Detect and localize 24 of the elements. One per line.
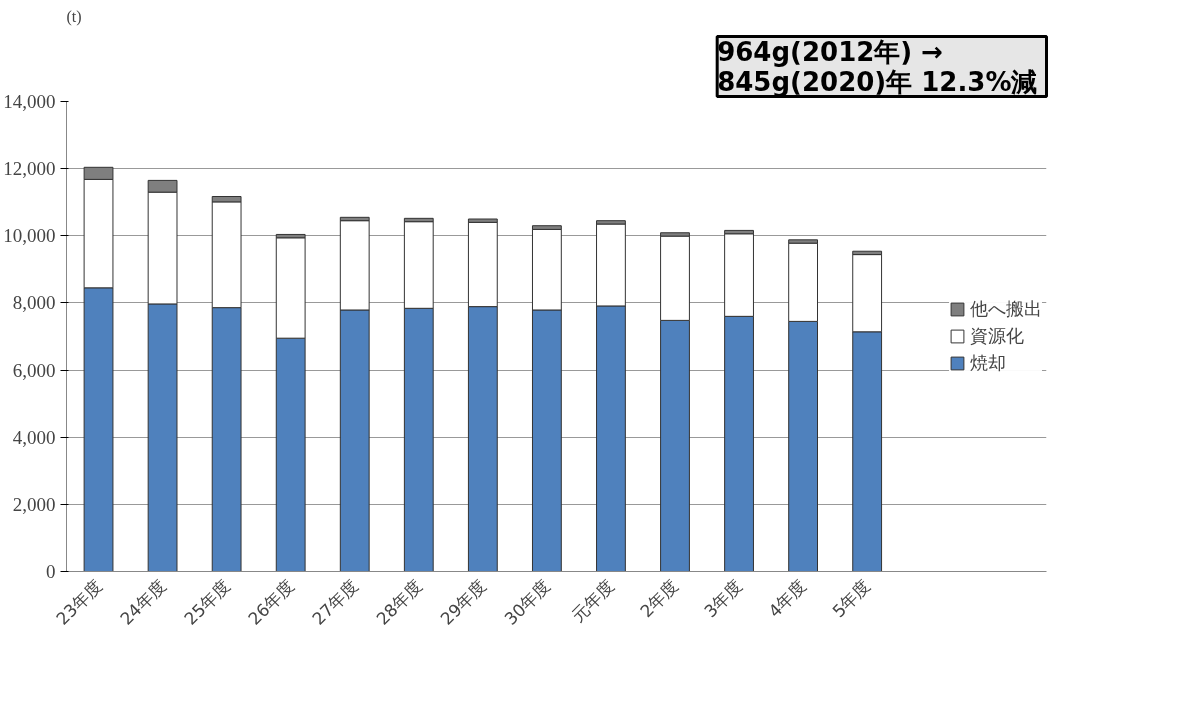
y-tick-label: 0 bbox=[46, 561, 56, 582]
y-tick-label: 4,000 bbox=[12, 426, 56, 448]
x-tick-label: 5年度 bbox=[828, 575, 875, 622]
y-tick-label: 14,000 bbox=[3, 91, 56, 112]
legend-label: 焼却 bbox=[970, 351, 1006, 375]
y-axis-title: (t) bbox=[66, 7, 82, 26]
x-tick-label: 26年度 bbox=[244, 575, 298, 629]
y-tick-label: 8,000 bbox=[12, 292, 56, 314]
x-tick-label: 2年度 bbox=[636, 575, 683, 622]
y-tick-label: 12,000 bbox=[3, 158, 56, 180]
y-tick-label: 2,000 bbox=[12, 493, 56, 515]
legend-label: 資源化 bbox=[970, 324, 1024, 348]
y-tick-label: 6,000 bbox=[12, 359, 56, 381]
x-tick-label: 元年度 bbox=[567, 575, 619, 626]
x-tick-label: 28年度 bbox=[372, 575, 426, 629]
x-tick-label: 24年度 bbox=[116, 575, 170, 629]
x-tick-label: 4年度 bbox=[764, 575, 811, 622]
legend-label: 他へ搬出 bbox=[970, 297, 1042, 321]
x-tick-label: 25年度 bbox=[180, 575, 234, 629]
x-tick-label: 27年度 bbox=[308, 575, 362, 629]
y-tick-label: 10,000 bbox=[3, 225, 56, 247]
x-tick-label: 30年度 bbox=[500, 575, 554, 629]
x-tick-label: 3年度 bbox=[700, 575, 747, 622]
x-tick-label: 29年度 bbox=[436, 575, 490, 629]
